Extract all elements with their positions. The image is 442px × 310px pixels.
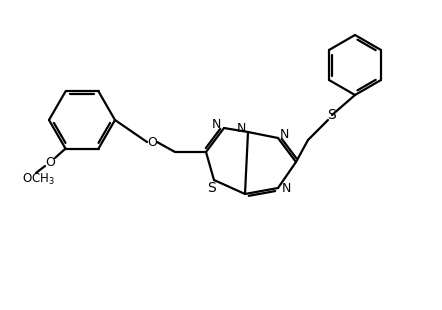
Text: S: S (328, 108, 336, 122)
Text: S: S (208, 181, 217, 195)
Text: O: O (45, 156, 55, 169)
Text: OCH$_3$: OCH$_3$ (22, 171, 55, 187)
Text: N: N (281, 181, 291, 194)
Text: N: N (236, 122, 246, 135)
Text: N: N (279, 127, 289, 140)
Text: O: O (147, 135, 157, 148)
Text: N: N (211, 117, 221, 131)
